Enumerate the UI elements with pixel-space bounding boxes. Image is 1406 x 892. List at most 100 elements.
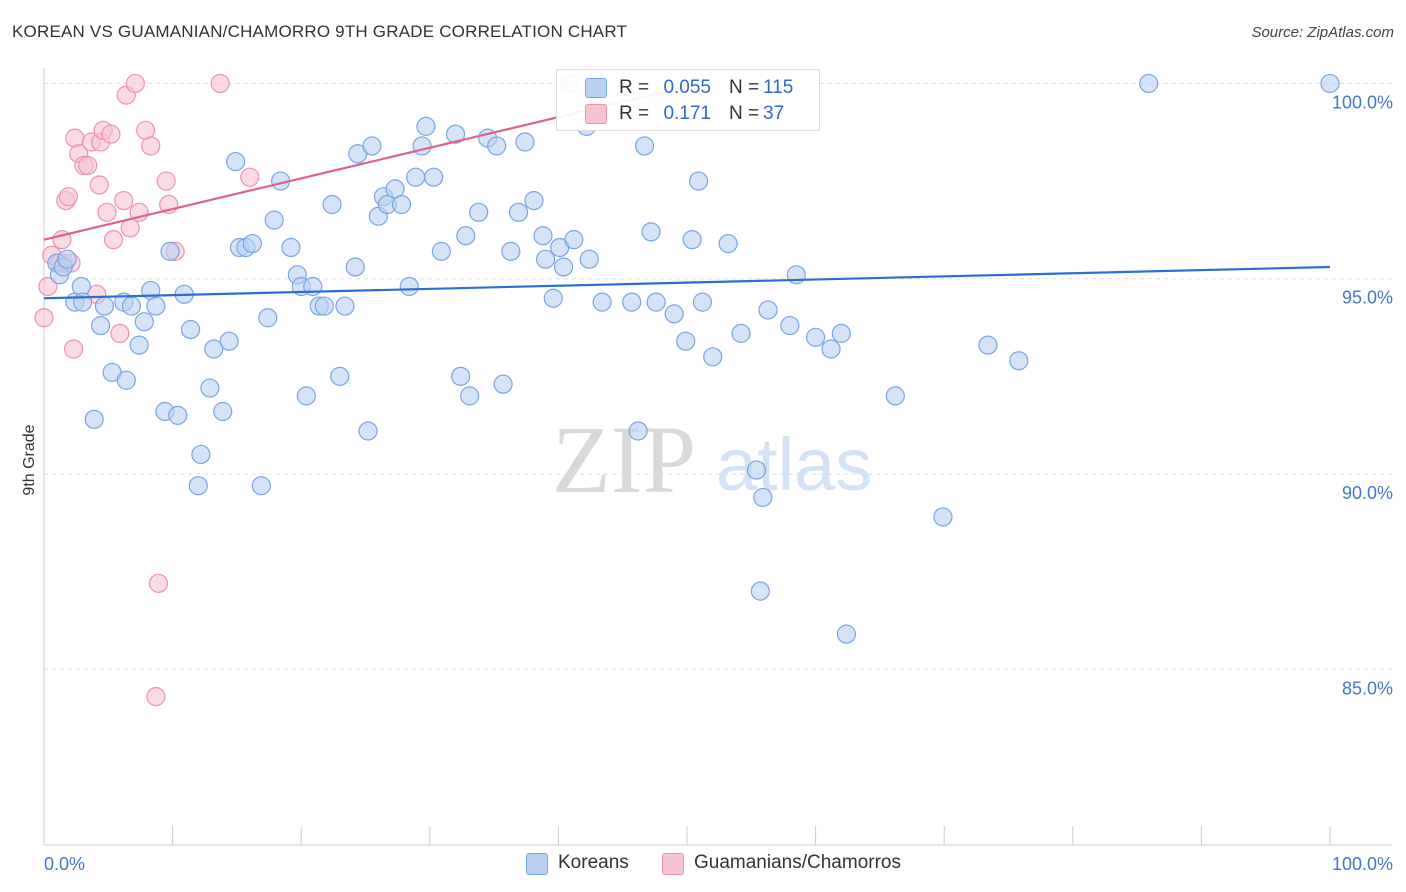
- guamanian-point: [148, 573, 169, 593]
- korean-point: [805, 327, 826, 347]
- korean-point: [219, 331, 239, 351]
- korean-point: [121, 296, 142, 316]
- korean-point: [641, 222, 661, 242]
- korean-point: [836, 624, 857, 644]
- korean-point: [933, 507, 953, 527]
- guamanian-point: [114, 190, 134, 211]
- korean-point: [646, 292, 666, 312]
- korean-point: [322, 194, 342, 215]
- korean-point: [330, 366, 350, 386]
- korean-point: [129, 335, 149, 355]
- korean-point: [362, 136, 382, 156]
- korean-point: [251, 476, 271, 496]
- guamanian-point: [125, 73, 145, 94]
- korean-point: [358, 421, 378, 441]
- korean-point: [831, 323, 851, 343]
- korean-point: [524, 190, 544, 211]
- chart-title: KOREAN VS GUAMANIAN/CHAMORRO 9TH GRADE C…: [12, 22, 628, 41]
- korean-point: [424, 167, 444, 187]
- korean-point: [72, 292, 93, 312]
- korean-point: [821, 339, 841, 359]
- korean-point: [1320, 73, 1340, 94]
- korean-point: [1009, 351, 1029, 371]
- korean-point: [258, 308, 278, 328]
- korean-point: [345, 257, 365, 277]
- korean-point: [90, 315, 111, 336]
- korean-point: [226, 151, 246, 172]
- koreans-swatch: [585, 78, 607, 98]
- korean-point: [703, 347, 723, 367]
- axis-labels: 85.0% 90.0% 95.0% 100.0% 0.0% 100.0% 9th Grade: [21, 92, 1393, 874]
- n-label: N =: [729, 103, 760, 124]
- korean-point: [664, 304, 684, 324]
- korean-point: [200, 378, 220, 398]
- r-value: 0.171: [663, 103, 711, 124]
- n-label: N =: [729, 77, 760, 98]
- y-axis-title: 9th Grade: [21, 424, 38, 495]
- korean-point: [281, 237, 301, 258]
- korean-point: [579, 249, 599, 269]
- korean-point: [1139, 73, 1159, 94]
- korean-point: [553, 257, 574, 277]
- series-legend: Koreans Guamanians/Chamorros: [0, 851, 1406, 877]
- korean-point: [592, 292, 612, 312]
- guamanian-point: [146, 686, 166, 707]
- korean-point: [676, 331, 696, 351]
- guamanian-point: [58, 187, 79, 207]
- watermark-zip: ZIP: [552, 406, 696, 513]
- korean-point: [456, 226, 476, 246]
- korean-point: [84, 409, 104, 429]
- n-value: 115: [763, 77, 794, 98]
- korean-point: [204, 339, 224, 359]
- legend-row-guamanians: R = 0.171 N = 37: [557, 101, 819, 127]
- koreans-legend-swatch: [526, 853, 548, 875]
- korean-point: [750, 581, 770, 601]
- korean-point: [406, 167, 426, 187]
- watermark: ZIP atlas: [552, 406, 872, 513]
- stats-legend: R = 0.055 N = 115 R = 0.171 N = 37: [556, 69, 820, 131]
- korean-point: [564, 230, 584, 250]
- korean-point: [758, 300, 778, 320]
- guamanian-point: [110, 323, 130, 343]
- korean-point: [416, 116, 436, 136]
- korean-point: [57, 249, 77, 269]
- koreans-trend-line: [43, 265, 1331, 300]
- watermark-atlas: atlas: [716, 423, 872, 506]
- korean-point: [399, 276, 419, 297]
- korean-point: [487, 136, 507, 156]
- source-credit: Source: ZipAtlas.com: [1251, 24, 1394, 41]
- korean-point: [451, 366, 471, 386]
- korean-point: [688, 171, 709, 191]
- korean-point: [533, 226, 553, 246]
- korean-point: [335, 296, 355, 316]
- korean-point: [146, 296, 166, 316]
- korean-point: [746, 460, 767, 480]
- r-label: R =: [619, 77, 650, 98]
- guamanian-point: [240, 167, 260, 187]
- guamanian-point: [103, 230, 124, 250]
- guamanian-point: [63, 339, 84, 359]
- guamanian-point: [89, 175, 109, 195]
- korean-point: [264, 210, 284, 230]
- korean-point: [134, 312, 154, 332]
- korean-point: [168, 405, 188, 425]
- korean-point: [469, 202, 489, 222]
- legend-row-koreans: R = 0.055 N = 115: [557, 75, 819, 101]
- korean-point: [213, 401, 233, 422]
- korean-point: [188, 476, 208, 496]
- r-label: R =: [619, 103, 650, 124]
- guamanian-point: [78, 155, 98, 176]
- guamanian-point: [97, 202, 117, 222]
- axis-layer: [43, 68, 1392, 846]
- korean-point: [508, 202, 529, 222]
- grid-layer: [44, 82, 1392, 670]
- guamanian-point: [65, 128, 85, 148]
- korean-point: [718, 233, 738, 254]
- korean-point: [692, 292, 713, 312]
- korean-point: [515, 132, 535, 152]
- series-guamanians-points: [34, 73, 260, 707]
- korean-point: [160, 241, 180, 261]
- korean-point: [314, 296, 334, 316]
- korean-point: [535, 249, 556, 269]
